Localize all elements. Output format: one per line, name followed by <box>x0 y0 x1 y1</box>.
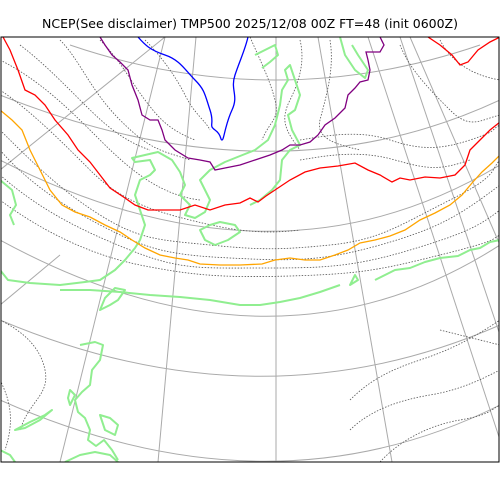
temperature-contours-minor <box>1 37 499 462</box>
meridian <box>317 37 393 462</box>
latitude-circle <box>1 399 499 462</box>
map-frame <box>0 36 500 463</box>
isotherm-purple <box>99 37 385 171</box>
latitude-circle <box>1 94 499 152</box>
isotherm-blue <box>137 37 249 141</box>
coastline <box>1 37 499 462</box>
isotherm-red <box>427 37 499 66</box>
meridian <box>157 37 197 462</box>
latitude-circle <box>1 319 499 377</box>
meridian <box>1 37 166 170</box>
meridian <box>399 37 499 334</box>
latitude-circle <box>1 159 499 232</box>
meridian <box>1 254 61 305</box>
meridian <box>59 37 166 462</box>
map-title: NCEP(See disclaimer) TMP500 2025/12/08 0… <box>41 16 458 31</box>
latitude-circle <box>69 44 481 81</box>
latitude-circle <box>1 239 499 317</box>
isotherm-red <box>2 37 499 211</box>
meridian <box>367 37 499 439</box>
graticule <box>1 37 499 462</box>
isotherm-orange <box>1 109 499 266</box>
meridian <box>409 37 499 244</box>
